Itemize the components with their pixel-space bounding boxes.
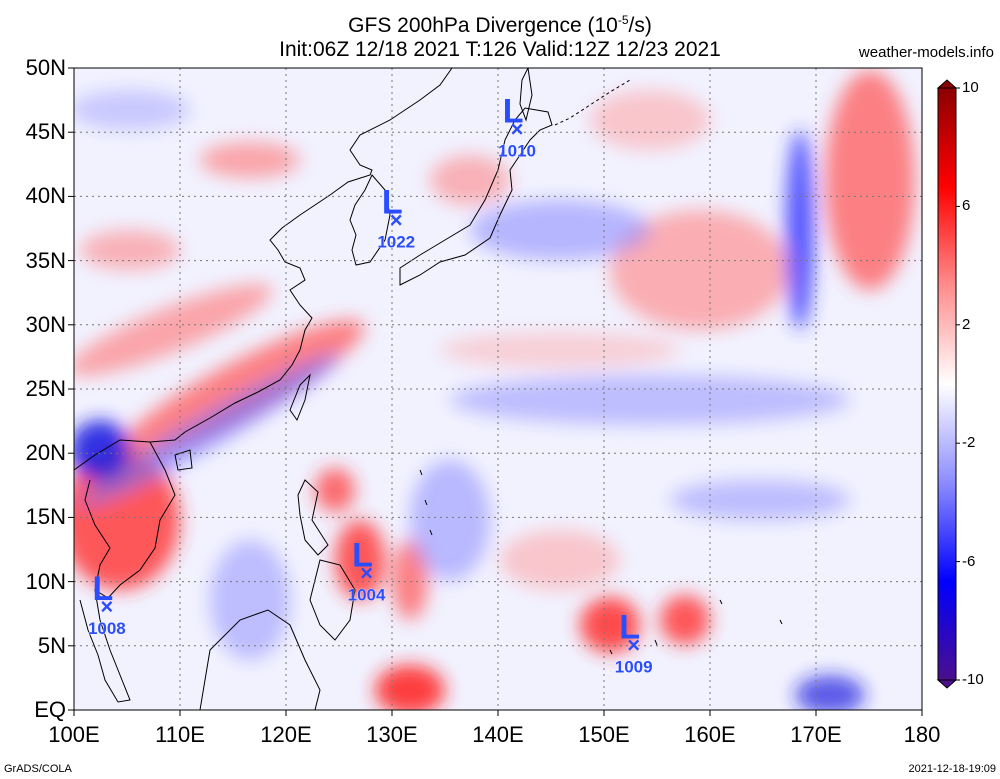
chart-subtitle: Init:06Z 12/18 2021 T:126 Valid:12Z 12/2… <box>279 38 721 61</box>
axis-ticks <box>68 67 923 716</box>
low-pressure-center: L×1022 <box>377 184 415 252</box>
latitude-tick-label: 15N <box>25 504 66 530</box>
lat-lon-grid <box>74 68 922 710</box>
longitude-tick-label: 180 <box>903 722 941 747</box>
colorbar-tick-label: -10 <box>962 671 984 688</box>
longitude-tick-label: 150E <box>578 722 630 747</box>
chart-title-units: /s) <box>628 14 652 37</box>
chart-title: GFS 200hPa Divergence (10-5/s) <box>0 8 1000 38</box>
low-pressure-center: L×1009 <box>614 609 653 677</box>
low-pressure-value: 1022 <box>377 233 415 252</box>
longitude-tick-label: 170E <box>790 722 842 747</box>
low-symbol: L <box>503 92 524 130</box>
longitude-tick-label: 140E <box>472 722 524 747</box>
colorbar <box>936 79 960 689</box>
latitude-tick-label: EQ <box>34 697 66 722</box>
latitude-tick-label: 20N <box>25 440 66 466</box>
latitude-tick-label: 5N <box>37 632 66 658</box>
low-pressure-center: L×1008 <box>88 570 126 638</box>
latitude-tick-label: 45N <box>25 119 66 145</box>
low-symbol: L <box>92 570 113 608</box>
divergence-field <box>74 70 915 710</box>
latitude-tick-label: 30N <box>25 311 66 337</box>
latitude-tick-label: 50N <box>25 55 66 80</box>
low-pressure-center: L×1010 <box>498 92 536 160</box>
low-pressure-center: L×1004 <box>347 537 386 605</box>
longitude-tick-label: 100E <box>48 722 100 747</box>
colorbar-tick-label: 6 <box>962 197 971 215</box>
footer-timestamp: 2021-12-18-19:09 <box>908 763 996 775</box>
latitude-tick-label: 35N <box>25 247 66 273</box>
longitude-tick-label: 160E <box>684 722 736 747</box>
latitude-tick-label: 40N <box>25 183 66 209</box>
low-pressure-value: 1004 <box>348 586 386 605</box>
coastlines <box>74 68 783 710</box>
low-pressure-value: 1009 <box>615 658 653 677</box>
colorbar-tick-label: -2 <box>962 434 976 452</box>
latitude-tick-label: 25N <box>25 376 66 401</box>
colorbar-tick-label: 2 <box>962 315 971 333</box>
low-center-marker: × <box>100 594 113 619</box>
longitude-tick-label: 120E <box>260 722 312 747</box>
low-center-marker: × <box>627 633 640 658</box>
low-symbol: L <box>619 609 640 647</box>
credit-label: weather-models.info <box>858 44 994 61</box>
low-center-marker: × <box>390 208 403 233</box>
low-center-marker: × <box>360 561 373 586</box>
low-symbol: L <box>352 537 373 575</box>
low-pressure-value: 1010 <box>498 141 536 160</box>
longitude-tick-label: 110E <box>155 722 205 747</box>
chart-title-main: GFS 200hPa Divergence (10 <box>348 14 618 37</box>
colorbar-tick-label: -6 <box>962 552 976 570</box>
chart-title-exponent: -5 <box>617 13 629 27</box>
footer-software: GrADS/COLA <box>4 763 72 775</box>
latitude-tick-label: 10N <box>25 568 66 594</box>
low-pressure-value: 1008 <box>88 619 126 638</box>
longitude-tick-label: 130E <box>366 722 418 747</box>
low-center-marker: × <box>511 116 524 141</box>
colorbar-tick-label: 10 <box>962 79 979 96</box>
low-symbol: L <box>382 184 403 222</box>
